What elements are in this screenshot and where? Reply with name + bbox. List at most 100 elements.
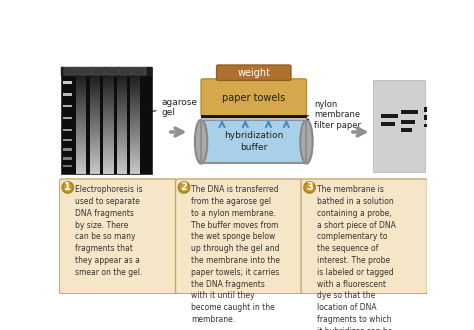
Bar [117,122,127,123]
Bar [103,92,113,93]
Bar [103,91,113,92]
Bar [117,141,127,142]
Bar [76,93,86,94]
Bar [103,152,113,153]
Bar [90,94,100,95]
Bar [130,92,140,93]
Bar [90,142,100,143]
Bar [117,159,127,160]
Bar [76,135,86,137]
Bar [103,145,113,146]
Bar [90,124,100,125]
Bar [76,114,86,115]
Bar [130,165,140,166]
Bar [90,159,100,160]
Bar [90,103,100,104]
Bar [90,137,100,138]
Bar [130,118,140,119]
Bar [76,159,86,160]
Bar [61,67,152,76]
Bar [130,118,140,120]
Bar [90,111,100,112]
Bar [401,111,418,114]
Bar [117,169,127,171]
Bar [130,89,140,90]
Bar [76,171,86,172]
Bar [117,100,127,101]
Bar [90,115,100,116]
Bar [76,95,86,97]
Bar [90,138,100,139]
Bar [76,142,86,143]
Bar [117,132,127,133]
Bar [103,156,113,157]
Bar [103,97,113,98]
Bar [90,95,100,97]
Bar [130,92,140,93]
Bar [117,113,127,114]
Bar [117,92,127,93]
Bar [76,146,86,147]
Bar [117,96,127,97]
Bar [201,117,307,120]
Bar [103,160,113,161]
Bar [103,76,113,77]
Bar [381,122,395,126]
Bar [117,89,127,90]
Bar [90,154,100,155]
Bar [130,143,140,144]
Bar [76,97,86,98]
Bar [117,79,127,81]
Bar [103,139,113,140]
Bar [76,168,86,169]
Bar [90,135,100,136]
Bar [130,172,140,173]
Bar [76,169,86,171]
Bar [130,96,140,97]
Bar [117,167,127,168]
Bar [103,109,113,111]
Bar [130,169,140,171]
Bar [103,110,113,111]
Bar [117,131,127,132]
Text: nylon
membrane: nylon membrane [307,100,360,119]
Bar [90,128,100,130]
Bar [130,85,140,86]
Bar [76,127,86,128]
Bar [130,141,140,142]
Bar [117,97,127,98]
Bar [103,83,113,84]
Bar [76,90,86,91]
Bar [103,96,113,97]
Bar [117,150,127,151]
Bar [117,173,127,174]
Bar [76,118,86,120]
Bar [117,88,127,90]
Bar [117,88,127,89]
Bar [76,167,86,168]
Bar [117,126,127,127]
Bar [90,117,100,118]
Bar [117,159,127,160]
Circle shape [304,182,315,193]
Bar [103,112,113,113]
Bar [90,172,100,174]
Bar [117,93,127,94]
Bar [103,118,113,119]
Bar [76,107,86,108]
Bar [90,82,100,83]
Bar [117,168,127,169]
Bar [76,92,86,93]
Text: filter paper: filter paper [307,119,361,130]
Bar [130,122,140,123]
Bar [90,106,100,107]
Bar [76,112,86,113]
Bar [76,146,86,148]
Bar [130,132,140,134]
Bar [103,148,113,149]
Bar [117,169,127,170]
Bar [103,148,113,150]
FancyBboxPatch shape [64,67,76,75]
Bar [76,138,86,139]
Bar [90,104,100,105]
